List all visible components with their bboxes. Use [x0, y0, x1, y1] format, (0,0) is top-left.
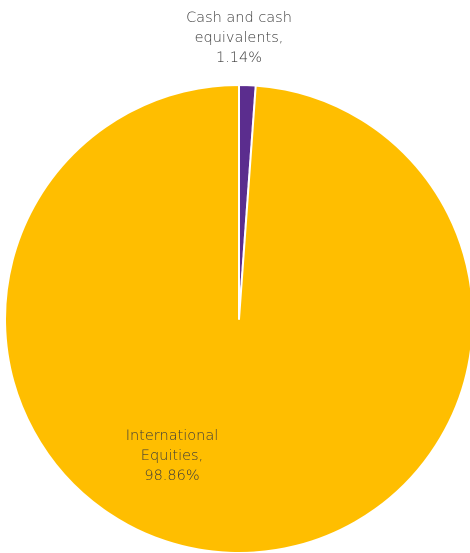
data-label-cash-and-cash-equivalents: Cash and cash equivalents, 1.14% [186, 10, 292, 66]
pie-slice-international-equities [4, 84, 470, 553]
data-label-line: 1.14% [216, 50, 262, 66]
data-label-line: 98.86% [144, 468, 199, 484]
data-label-international-equities: International Equities, 98.86% [126, 428, 219, 484]
data-label-line: equivalents, [195, 30, 284, 46]
pie-slices [4, 84, 470, 553]
data-label-line: International [126, 428, 219, 444]
pie-data-labels: Cash and cash equivalents, 1.14% Internatio… [126, 10, 292, 484]
data-label-line: Cash and cash [186, 10, 292, 26]
data-label-line: Equities, [141, 448, 203, 464]
